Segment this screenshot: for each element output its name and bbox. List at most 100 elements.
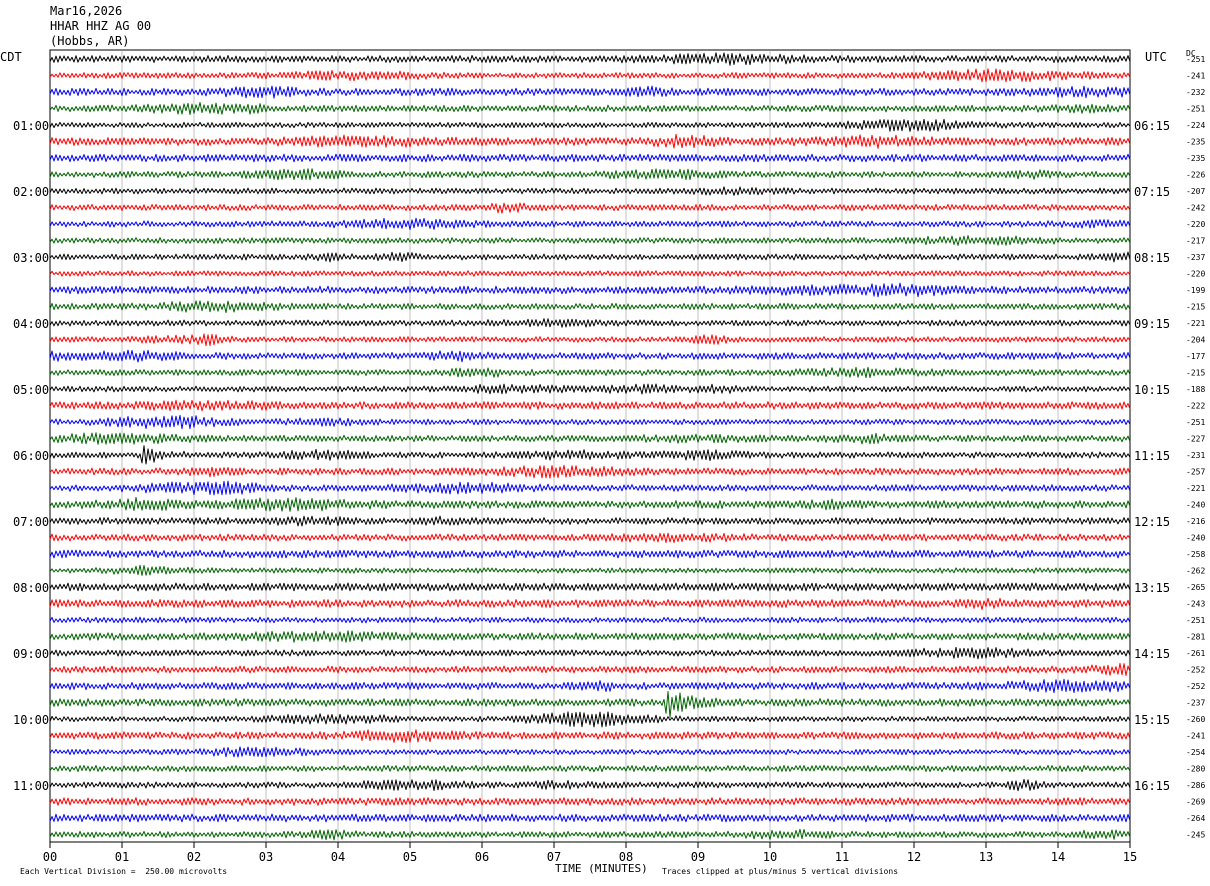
dc-offset-label: -252 [1186,682,1205,691]
dc-offset-label: -254 [1186,748,1205,757]
utc-hour-label: 16:15 [1134,779,1170,793]
utc-hour-label: 12:15 [1134,515,1170,529]
cdt-hour-label: 03:00 [13,251,49,265]
trace-line [49,691,1131,718]
cdt-hour-label: 02:00 [13,185,49,199]
trace-line [49,711,1131,728]
trace-line [49,646,1131,660]
dc-offset-label: -257 [1186,468,1205,477]
dc-offset-label: -245 [1186,831,1205,840]
cdt-hour-label: 10:00 [13,713,49,727]
x-tick-label: 08 [619,850,633,864]
dc-offset-label: -220 [1186,270,1205,279]
trace-line [49,52,1131,66]
dc-offset-label: -265 [1186,583,1205,592]
trace-line [49,597,1131,610]
dc-offset-label: -241 [1186,732,1205,741]
dc-offset-label: -243 [1186,600,1205,609]
x-tick-label: 12 [907,850,921,864]
dc-offset-label: -260 [1186,715,1205,724]
dc-offset-label: -226 [1186,171,1205,180]
cdt-hour-label: 05:00 [13,383,49,397]
dc-offset-label: -286 [1186,781,1205,790]
x-tick-label: 15 [1123,850,1137,864]
trace-line [49,480,1131,496]
cdt-hour-label: 01:00 [13,119,49,133]
dc-offset-label: -222 [1186,402,1205,411]
x-tick-label: 04 [331,850,345,864]
utc-hour-label: 10:15 [1134,383,1170,397]
trace-line [49,813,1131,823]
trace-line [49,85,1131,99]
dc-offset-label: -231 [1186,451,1205,460]
x-tick-label: 06 [475,850,489,864]
trace-line [49,251,1131,263]
utc-axis-label: UTC [1145,50,1167,64]
dc-offset-label: -280 [1186,765,1205,774]
trace-line [49,102,1131,115]
trace-line [49,778,1131,792]
scale-note: Each Vertical Division = 250.00 microvol… [20,867,228,876]
utc-hour-label: 06:15 [1134,119,1170,133]
dc-offset-label: -240 [1186,534,1205,543]
trace-line [49,153,1131,163]
dc-offset-label: -251 [1186,616,1205,625]
trace-line [49,186,1131,196]
x-tick-label: 05 [403,850,417,864]
utc-hour-label: 09:15 [1134,317,1170,331]
dc-offset-label: -235 [1186,154,1205,163]
dc-offset-label: -215 [1186,303,1205,312]
dc-offset-label: -264 [1186,814,1205,823]
utc-hour-label: 07:15 [1134,185,1170,199]
trace-line [49,349,1131,363]
dc-offset-label: -215 [1186,369,1205,378]
dc-offset-label: -224 [1186,121,1205,130]
trace-line [49,549,1131,559]
trace-line [49,366,1131,379]
trace-line [49,168,1131,181]
trace-line [49,746,1131,758]
x-tick-label: 13 [979,850,993,864]
trace-line [49,515,1131,527]
trace-line [49,282,1131,298]
x-tick-label: 07 [547,850,561,864]
trace-line [49,383,1131,395]
dc-offset-label: -204 [1186,336,1205,345]
x-tick-label: 14 [1051,850,1065,864]
dc-offset-label: -207 [1186,187,1205,196]
utc-hour-label: 15:15 [1134,713,1170,727]
trace-line [49,432,1131,445]
dc-offset-label: -281 [1186,633,1205,642]
cdt-hour-label: 07:00 [13,515,49,529]
trace-line [49,496,1131,512]
clip-note: Traces clipped at plus/minus 5 vertical … [662,867,899,876]
trace-line [49,630,1131,643]
trace-line [49,616,1131,624]
x-axis-title: TIME (MINUTES) [555,862,648,875]
trace-line [49,133,1131,149]
dc-offset-label: -232 [1186,88,1205,97]
utc-hour-label: 08:15 [1134,251,1170,265]
dc-offset-label: -237 [1186,699,1205,708]
dc-offset-label: -258 [1186,550,1205,559]
dc-offset-label: -241 [1186,72,1205,81]
trace-line [49,464,1131,479]
utc-hour-label: 13:15 [1134,581,1170,595]
plot-frame [49,49,1131,843]
dc-offset-label: -251 [1186,55,1205,64]
trace-line [49,202,1131,214]
trace-line [49,217,1131,230]
trace-line [49,797,1131,806]
trace-line [49,68,1131,83]
trace-line [49,235,1131,246]
dc-offset-label: -237 [1186,253,1205,262]
dc-offset-label: -252 [1186,666,1205,675]
cdt-hour-label: 06:00 [13,449,49,463]
trace-line [49,399,1131,412]
trace-line [49,828,1131,841]
trace-line [49,318,1131,328]
dc-offset-label: -216 [1186,517,1205,526]
dc-offset-label: -177 [1186,352,1205,361]
x-tick-label: 03 [259,850,273,864]
